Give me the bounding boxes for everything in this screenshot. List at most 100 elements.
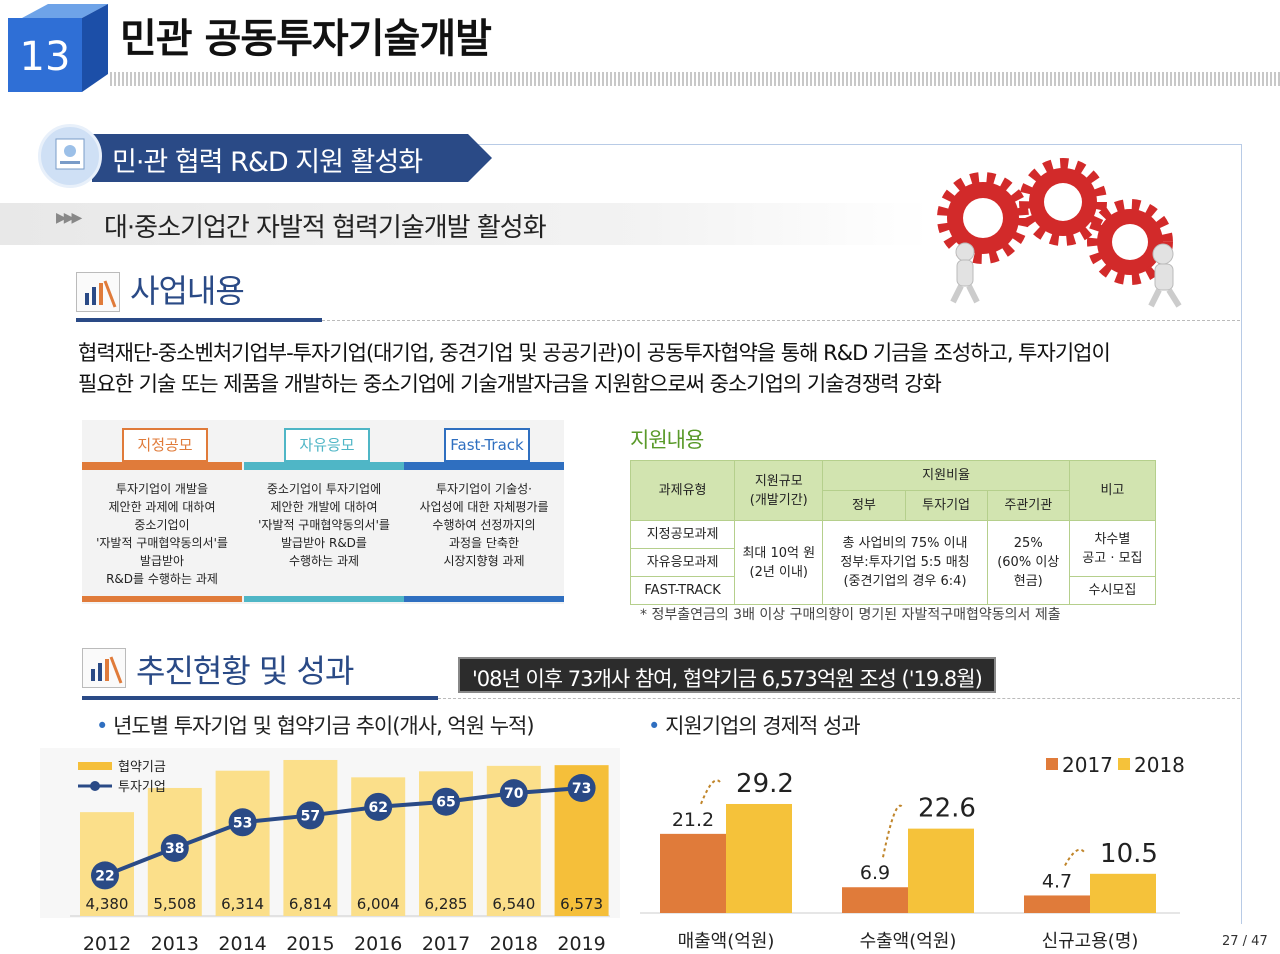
progress-highlight: '08년 이후 73개사 참여, 협약기금 6,573억원 조성 ('19.8월… — [458, 657, 996, 693]
section-subtitle: 대·중소기업간 자발적 협력기술개발 활성화 — [104, 213, 547, 243]
investor-label: 38 — [165, 841, 184, 857]
category-tick: 매출액(억원) — [678, 931, 775, 952]
category-bar — [404, 462, 564, 470]
business-heading: 사업내용 — [130, 272, 245, 310]
category-foot — [82, 596, 242, 602]
report-icon-2 — [82, 648, 126, 688]
progress-dotted-rule — [438, 698, 1240, 699]
row-type-1: 지정공모과제 — [629, 520, 736, 549]
investor-point — [160, 834, 189, 862]
year-tick: 2019 — [557, 933, 605, 954]
year-tick: 2018 — [490, 933, 538, 954]
investor-label: 65 — [436, 795, 455, 811]
business-heading-rule — [76, 318, 322, 322]
fund-label: 6,004 — [357, 895, 400, 913]
year-tick: 2014 — [218, 933, 266, 954]
support-table: 과제유형 지원규모 (개발기간) 지원비율 비고 정부 투자기업 주관기관 지정공… — [629, 460, 1157, 605]
fund-label: 5,508 — [153, 895, 196, 913]
category-label: Fast-Track — [444, 428, 530, 462]
category-label: 지정공모 — [122, 428, 208, 462]
bar-2018 — [1090, 873, 1156, 913]
th-type: 과제유형 — [629, 460, 736, 521]
legend-swatch-2017 — [1046, 758, 1058, 770]
value-2018: 29.2 — [736, 769, 794, 799]
legend-swatch-2018 — [1118, 758, 1130, 770]
fund-label: 4,380 — [86, 895, 129, 913]
year-tick: 2017 — [422, 933, 470, 954]
th-scale: 지원규모 (개발기간) — [734, 460, 824, 521]
year-tick: 2013 — [151, 933, 199, 954]
legend-dot-investor — [90, 781, 100, 791]
growth-arrow — [1064, 848, 1085, 866]
section-banner: 민·관 협력 R&D 지원 활성화 — [92, 134, 492, 182]
fund-label: 6,814 — [289, 895, 332, 913]
investor-point — [499, 779, 528, 808]
category-foot — [244, 596, 404, 602]
year-tick: 2012 — [83, 933, 131, 954]
investor-point — [228, 808, 257, 837]
value-2017: 21.2 — [672, 809, 714, 831]
investor-label: 73 — [572, 781, 591, 797]
page-number: 27 / 47 — [1222, 934, 1268, 949]
category-text: 중소기업이 투자기업에 제안한 개발에 대하여 '자발적 구매협약동의서'를 발급받아… — [258, 482, 390, 568]
category-2: Fast-Track 투자기업이 기술성· 사업성에 대한 자체평가를 수행하여 선… — [404, 428, 564, 602]
fund-bar — [215, 770, 270, 916]
investor-point — [364, 792, 393, 821]
growth-arrow — [882, 804, 903, 858]
subtitle-bar — [0, 203, 930, 245]
category-1: 자유응모 중소기업이 투자기업에 제안한 개발에 대하여 '자발적 구매협약동의서'… — [244, 428, 404, 602]
bar-2017 — [660, 833, 726, 913]
category-tick: 수출액(억원) — [860, 931, 957, 952]
category-text: 투자기업이 기술성· 사업성에 대한 자체평가를 수행하여 선정까지의 과정을 단축한… — [419, 482, 549, 568]
bar-2018 — [726, 803, 792, 913]
investor-point — [296, 801, 325, 830]
year-tick: 2016 — [354, 933, 402, 954]
fund-trend-chart: 4,380 2012 5,508 2013 6,314 2014 6,814 2015 6,00… — [40, 748, 620, 954]
investor-label: 57 — [301, 808, 320, 824]
investor-label: 62 — [368, 800, 387, 816]
content-frame — [82, 144, 1242, 924]
value-2017: 6.9 — [860, 862, 890, 884]
business-dotted-rule — [322, 320, 1240, 321]
progress-heading: 추진현황 및 성과 — [136, 652, 354, 690]
value-2017: 4.7 — [1042, 870, 1072, 892]
description-line-1: 협력재단-중소벤처기업부-투자기업(대기업, 중견기업 및 공공기관)이 공동투… — [78, 341, 1111, 365]
scale-value: 최대 10억 원 (2년 이내) — [734, 520, 824, 605]
section-number: 13 — [20, 34, 71, 80]
section-number-cube: 13 — [8, 4, 108, 92]
category-label: 자유응모 — [284, 428, 370, 462]
support-note: * 정부출연금의 3배 이상 구매의향이 명기된 자발적구매협약동의서 제출 — [640, 607, 1061, 623]
fund-label: 6,314 — [221, 895, 264, 913]
support-title: 지원내용 — [630, 428, 704, 452]
value-2018: 22.6 — [918, 794, 976, 824]
investor-label: 70 — [504, 786, 524, 802]
performance-chart: 21.2 29.2 매출액(억원) 6.9 22.6 수출액(억원) 4.7 10.5 신규고용… — [640, 753, 1185, 952]
category-tick: 신규고용(명) — [1042, 931, 1139, 952]
investor-label: 22 — [95, 868, 114, 884]
title-divider — [110, 72, 1280, 86]
progress-heading-rule — [82, 696, 438, 700]
gears-illustration — [937, 158, 1182, 308]
investor-point — [432, 787, 460, 816]
category-text: 투자기업이 개발을 제안한 과제에 대하여 중소기업이 '자발적 구매협약동의서'를 발… — [96, 482, 228, 586]
th-ratio: 지원비율 — [822, 460, 1070, 491]
arrow-bullets-icon: ▶▶▶ — [56, 210, 82, 226]
legend-label-fund: 협약기금 — [118, 760, 166, 775]
legend-swatch-fund — [78, 762, 112, 770]
ratio-value: 총 사업비의 75% 이내 정부:투자기업 5:5 매칭 (중견기업의 경우 6:4… — [822, 520, 988, 605]
th-host: 주관기관 — [986, 490, 1070, 521]
remark-value-2: 수시모집 — [1068, 576, 1157, 605]
business-description: 협력재단-중소벤처기업부-투자기업(대기업, 중견기업 및 공공기관)이 공동투… — [78, 338, 1238, 400]
certificate-icon — [38, 124, 102, 188]
category-0: 지정공모 투자기업이 개발을 제안한 과제에 대하여 중소기업이 '자발적 구매협약동… — [82, 428, 242, 602]
bar-2018 — [908, 828, 974, 913]
section-title: 민·관 협력 R&D 지원 활성화 — [112, 147, 423, 178]
category-bar — [82, 462, 242, 470]
growth-arrow — [700, 779, 721, 805]
fund-label: 6,573 — [560, 895, 603, 913]
report-icon — [76, 272, 120, 312]
investor-point — [567, 774, 596, 802]
category-foot — [404, 596, 564, 602]
legend-label-investor: 투자기업 — [118, 780, 166, 795]
row-type-2: 자유응모과제 — [629, 548, 736, 577]
